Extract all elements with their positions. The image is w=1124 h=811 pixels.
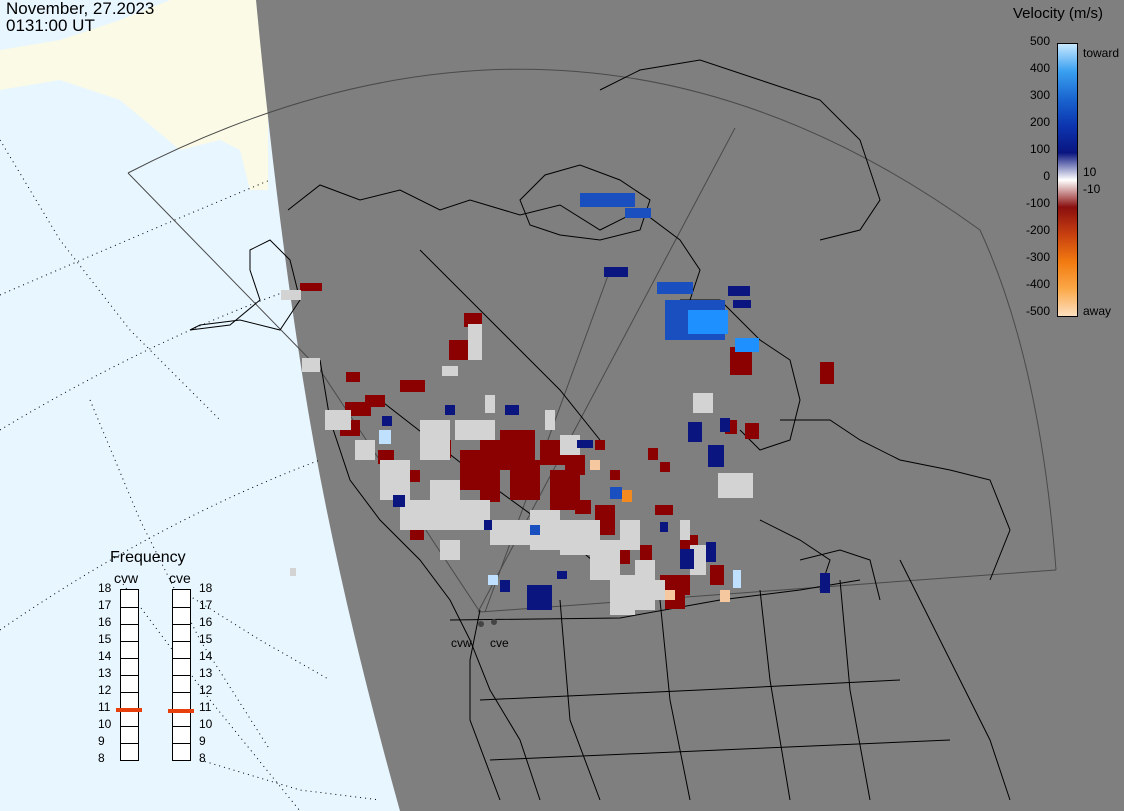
velocity-tick-4: 100 xyxy=(1029,142,1050,156)
echoes-very-high-positive xyxy=(379,430,741,588)
frequency-gridline xyxy=(173,675,190,676)
frequency-gridline xyxy=(173,624,190,625)
velocity-tick-8: -300 xyxy=(1026,250,1051,264)
frequency-radar-cve: cve xyxy=(169,570,191,586)
frequency-title: Frequency xyxy=(110,549,186,566)
velocity-tick-1: 400 xyxy=(1029,61,1050,75)
frequency-tick-right-10: 8 xyxy=(199,751,206,765)
velocity-tick-5: 0 xyxy=(1043,169,1050,183)
frequency-tick-right-1: 17 xyxy=(199,598,213,612)
frequency-tick-right-3: 15 xyxy=(199,632,213,646)
frequency-tick-left-0: 18 xyxy=(98,581,112,595)
frequency-tick-left-6: 12 xyxy=(98,683,112,697)
frequency-gridline xyxy=(121,675,138,676)
frequency-gridline xyxy=(121,607,138,608)
frequency-gridline xyxy=(121,692,138,693)
frequency-tick-right-9: 9 xyxy=(199,734,206,748)
velocity-tick-6: -100 xyxy=(1026,196,1051,210)
plot-time: 0131:00 UT xyxy=(6,16,95,35)
frequency-tick-left-10: 8 xyxy=(98,751,105,765)
frequency-tick-left-5: 13 xyxy=(98,666,112,680)
frequency-gridline xyxy=(121,624,138,625)
echoes-ground-scatter xyxy=(281,290,753,615)
site-label-cve: cve xyxy=(490,636,509,650)
frequency-tick-right-0: 18 xyxy=(199,581,213,595)
graticule xyxy=(0,139,381,811)
echoes-high-negative xyxy=(590,460,730,602)
frequency-tick-left-2: 16 xyxy=(98,615,112,629)
frequency-gridline xyxy=(173,692,190,693)
velocity-label-pos10: 10 xyxy=(1083,165,1097,179)
velocity-tick-9: -400 xyxy=(1026,277,1051,291)
frequency-tick-right-5: 13 xyxy=(199,666,213,680)
frequency-tick-left-8: 10 xyxy=(98,717,112,731)
frequency-tick-right-8: 10 xyxy=(199,717,213,731)
frequency-tick-right-6: 12 xyxy=(199,683,213,697)
frequency-tick-right-4: 14 xyxy=(199,649,213,663)
velocity-tick-7: -200 xyxy=(1026,223,1051,237)
night-terminator xyxy=(256,0,1124,811)
cvw-site-marker xyxy=(478,621,484,627)
frequency-gridline xyxy=(121,743,138,744)
velocity-colorbar xyxy=(1057,43,1078,317)
frequency-gridline xyxy=(173,743,190,744)
frequency-marker-cve xyxy=(168,709,194,714)
frequency-gridline xyxy=(121,658,138,659)
echoes-low-positive xyxy=(382,267,830,610)
frequency-tick-right-2: 16 xyxy=(199,615,213,629)
frequency-gridline xyxy=(121,641,138,642)
plot-date: November, 27.2023 xyxy=(6,0,155,18)
velocity-tick-0: 500 xyxy=(1029,34,1050,48)
frequency-gridline xyxy=(173,607,190,608)
velocity-tick-10: -500 xyxy=(1026,304,1051,318)
velocity-label-away: away xyxy=(1083,304,1112,318)
frequency-gridline xyxy=(173,658,190,659)
echoes-high-positive xyxy=(688,310,759,352)
frequency-tick-left-9: 9 xyxy=(98,734,105,748)
cve-site-marker xyxy=(491,619,497,625)
frequency-tick-left-7: 11 xyxy=(98,700,111,714)
frequency-tick-left-3: 15 xyxy=(98,632,112,646)
frequency-radar-cvw: cvw xyxy=(114,570,139,586)
velocity-tick-3: 200 xyxy=(1029,115,1050,129)
frequency-gauge-cvw xyxy=(120,589,139,761)
frequency-gauge-cve xyxy=(172,589,191,761)
frequency-gridline xyxy=(173,641,190,642)
frequency-gridline xyxy=(121,726,138,727)
frequency-marker-cvw xyxy=(116,707,142,712)
frequency-tick-left-1: 17 xyxy=(98,598,112,612)
frequency-tick-left-4: 14 xyxy=(98,649,112,663)
velocity-label-neg10: -10 xyxy=(1083,182,1101,196)
day-land xyxy=(0,0,268,190)
frequency-tick-right-7: 11 xyxy=(199,700,212,714)
site-label-cvw: cvw xyxy=(451,636,472,650)
velocity-label-toward: toward xyxy=(1083,46,1120,60)
frequency-gridline xyxy=(173,726,190,727)
velocity-scale-title: Velocity (m/s) xyxy=(1013,5,1104,22)
velocity-tick-2: 300 xyxy=(1029,88,1050,102)
